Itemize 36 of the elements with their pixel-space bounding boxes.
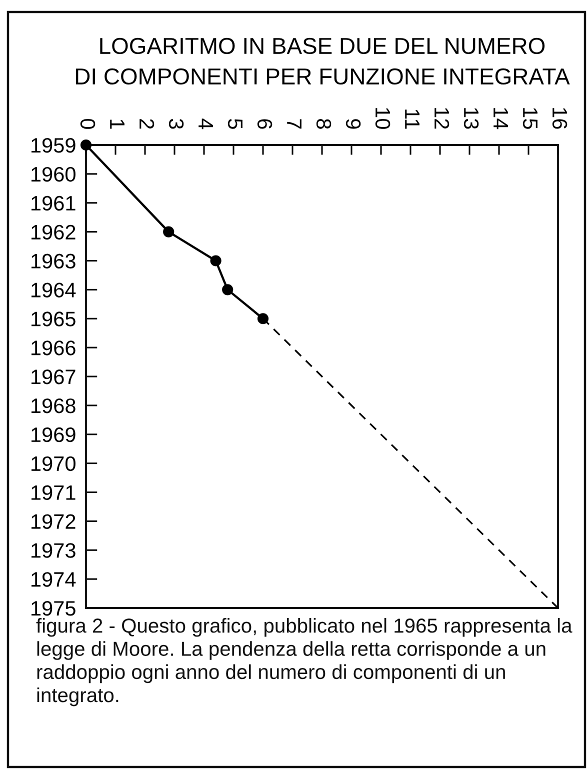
y-tick-label: 1966 [32, 340, 76, 356]
x-tick-label: 1 [110, 120, 124, 129]
y-tick-label: 1959 [32, 138, 76, 153]
y-tick-label: 1964 [32, 282, 76, 298]
y-tick-label: 1975 [32, 601, 76, 616]
x-tick-label: 2 [140, 119, 154, 129]
x-tick-label: 8 [316, 119, 332, 129]
x-tick-label: 9 [346, 119, 361, 129]
x-tick-label: 16 [552, 108, 568, 129]
y-tick-label: 1961 [32, 196, 76, 211]
x-tick-label: 12 [434, 108, 450, 129]
y-tick-label: 1967 [32, 370, 76, 384]
x-tick-label: 10 [375, 108, 390, 129]
y-tick-label: 1965 [32, 312, 76, 326]
y-tick-label: 1974 [32, 572, 76, 587]
text: figura 2 - Questo grafico, pubblicato nel 1965 rappresenta la legge di Moore. La pendenza della retta corrisponde a un raddoppio ogni anno del numero di componenti di un integrato. [36, 618, 572, 706]
x-tick-label: 0 [80, 118, 96, 129]
y-tick-label: 1971 [32, 485, 76, 500]
y-tick-label: 1973 [32, 543, 76, 558]
x-tick-label: 5 [228, 118, 242, 129]
x-tick-label: 6 [257, 119, 272, 129]
x-tick-label: 11 [405, 110, 420, 129]
y-tick-label: 1963 [32, 254, 76, 269]
x-tick-label: 14 [494, 108, 508, 130]
y-tick-label: 1962 [32, 224, 76, 240]
x-axis-title: LOGARITMO IN BASE DUE DEL NUMERO DI COMPONENTI PER FUNZIONE INTEGRATA [76, 38, 570, 85]
x-tick-label: 4 [198, 118, 213, 130]
y-tick-label: 1970 [32, 456, 76, 472]
y-tick-label: 1960 [32, 166, 76, 182]
y-tick-label: 1969 [32, 427, 76, 442]
x-tick-label: 15 [522, 108, 538, 129]
x-tick-label: 3 [168, 118, 184, 129]
x-tick-label: 7 [287, 119, 302, 129]
y-tick-label: 1968 [32, 398, 76, 414]
x-tick-label: 13 [464, 108, 479, 129]
y-tick-label: 1972 [32, 514, 76, 529]
